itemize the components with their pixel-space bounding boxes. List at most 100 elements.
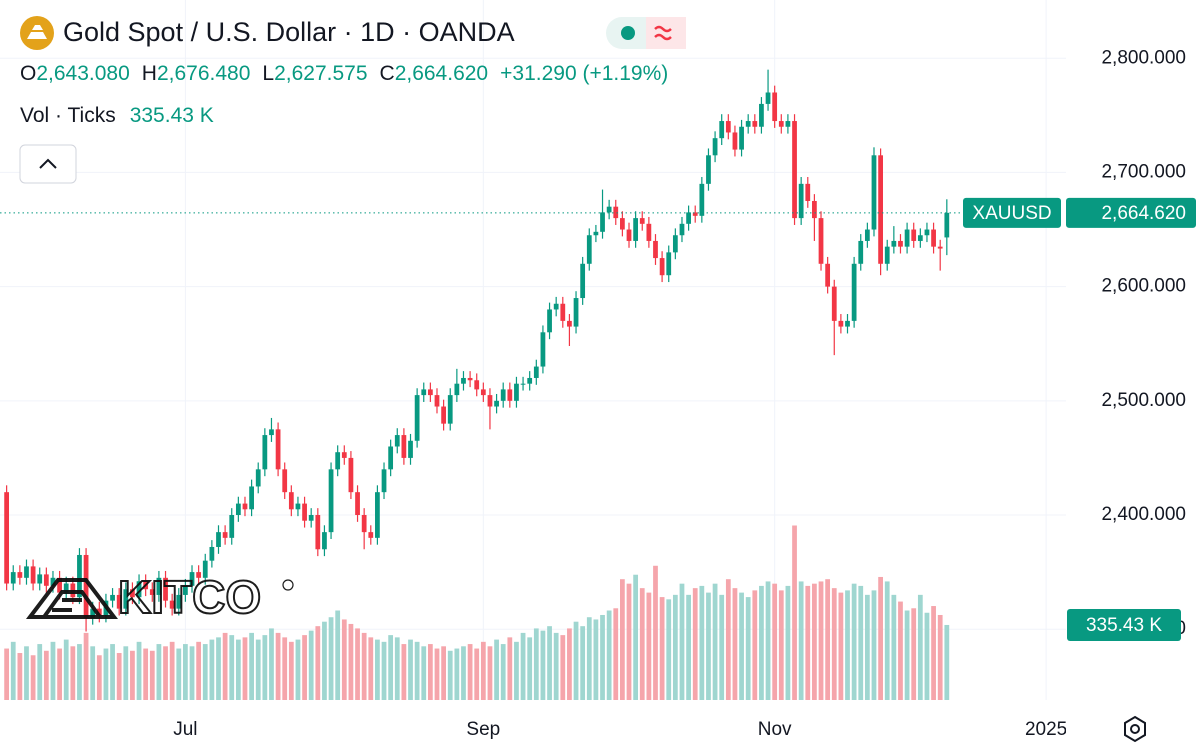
volume-bar: [494, 639, 499, 700]
candle-body: [262, 435, 268, 470]
candle-body: [911, 229, 917, 241]
volume-bar: [30, 655, 36, 700]
candle-body: [831, 286, 837, 321]
volume-bar: [937, 614, 943, 700]
candle-body: [355, 492, 360, 516]
candle-body: [785, 121, 791, 127]
volume-bar: [335, 610, 341, 700]
volume-bar: [580, 626, 586, 700]
volume-pane: [4, 525, 950, 700]
volume-bar: [322, 621, 327, 700]
candle-body: [520, 383, 526, 385]
candle-body: [593, 231, 599, 236]
volume-bar: [43, 650, 49, 700]
candle-body: [229, 515, 235, 538]
y-tick-label: 2,600.000: [1101, 276, 1186, 297]
candle-body: [302, 503, 307, 521]
candle-body: [427, 389, 433, 396]
candle-body: [825, 263, 831, 287]
candle-body: [805, 183, 811, 201]
candle-body: [130, 589, 135, 598]
candle-body: [626, 229, 632, 241]
candle-body: [249, 486, 254, 510]
candle-body: [514, 383, 519, 401]
volume-bar: [692, 588, 698, 700]
volume-bar: [361, 632, 367, 700]
volume-title: Vol · Ticks: [20, 104, 116, 127]
volume-bar: [679, 583, 685, 700]
candle-body: [719, 121, 725, 139]
ohlc-label: H: [142, 62, 157, 85]
collapse-button[interactable]: [19, 144, 77, 184]
delayed-icon: [654, 25, 672, 41]
volume-bar: [143, 648, 149, 700]
candle-body: [368, 532, 374, 538]
settings-icon: [1130, 724, 1140, 734]
volume-bar: [798, 581, 804, 700]
axes: 2025NovSepJul2,300.0002,400.0002,500.000…: [173, 0, 1200, 751]
volume-bar: [388, 635, 394, 700]
volume-bar: [917, 594, 923, 700]
candle-body: [176, 594, 182, 609]
candle-body: [116, 594, 122, 609]
watermark-logo-bars: [52, 598, 82, 612]
y-tick-label: 2,800.000: [1101, 47, 1186, 68]
candle-body: [507, 389, 513, 401]
volume-bar: [130, 650, 135, 700]
volume-bar: [103, 648, 109, 700]
volume-bar: [202, 644, 208, 700]
candle-body: [573, 298, 579, 327]
volume-bar: [898, 601, 903, 700]
volume-bar: [37, 644, 43, 700]
candle-body: [706, 155, 711, 184]
volume-bar: [573, 621, 579, 700]
candle-body: [891, 240, 897, 247]
candle-body: [858, 240, 864, 264]
volume-bar: [626, 583, 632, 700]
candle-body: [196, 572, 202, 578]
candle-body: [328, 469, 334, 533]
volume-bar: [216, 637, 221, 700]
candle-body: [884, 246, 890, 264]
volume-bar: [348, 623, 354, 700]
candle-body: [812, 200, 817, 219]
y-tick-label: 2,400.000: [1101, 504, 1186, 525]
volume-bar: [805, 585, 811, 700]
volume-bar: [242, 637, 248, 700]
candle-body: [375, 492, 380, 538]
candle-body: [567, 320, 572, 327]
volume-bar: [414, 641, 420, 700]
volume-bar: [421, 646, 427, 700]
candle-body: [474, 380, 480, 390]
volume-bar: [368, 637, 374, 700]
volume-bar: [884, 581, 890, 700]
volume-bar: [792, 525, 797, 700]
volume-bar: [533, 628, 539, 700]
change: +31.290 (+1.19%): [500, 62, 668, 85]
candle-body: [454, 383, 460, 396]
volume-bar: [302, 635, 307, 700]
candle-body: [851, 263, 857, 321]
volume-bar: [633, 574, 639, 700]
volume-bar: [249, 632, 254, 700]
candle-body: [83, 554, 89, 618]
candle-body: [322, 532, 327, 550]
volume-bar: [355, 628, 360, 700]
volume-bar: [752, 590, 758, 700]
candle-body: [699, 183, 705, 216]
volume-bar: [480, 641, 486, 700]
volume-bar: [725, 579, 731, 700]
candle-body: [335, 452, 341, 470]
candle-body: [37, 574, 43, 584]
volume-bar: [507, 637, 513, 700]
watermark-logo: [25, 578, 119, 619]
status-pill-right: [646, 17, 686, 49]
settings-button[interactable]: [1124, 715, 1146, 743]
volume-bar: [83, 632, 89, 700]
volume-bar: [785, 585, 791, 700]
candle-body: [494, 400, 499, 407]
watermark: KITCO: [25, 570, 294, 624]
candle-body: [527, 377, 533, 384]
volume-bar: [553, 632, 559, 700]
